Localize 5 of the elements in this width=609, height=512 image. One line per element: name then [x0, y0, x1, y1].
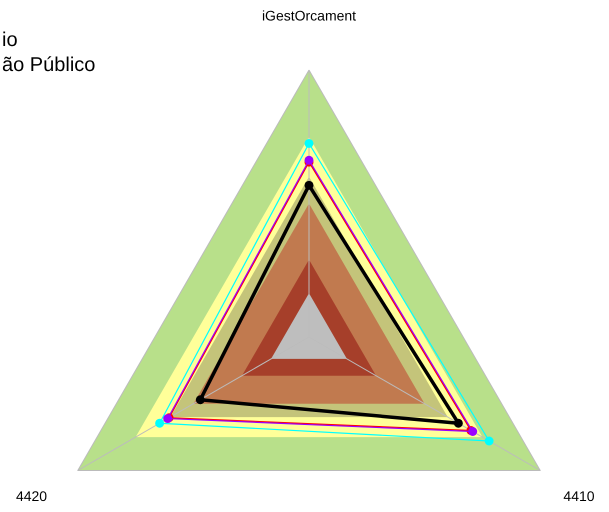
text: ão Público	[2, 54, 96, 76]
text: io	[2, 29, 18, 51]
spoke-label: iGestOrcament	[262, 8, 356, 24]
spoke-label: 4410	[563, 488, 595, 504]
spoke-label: 4420	[16, 488, 48, 504]
